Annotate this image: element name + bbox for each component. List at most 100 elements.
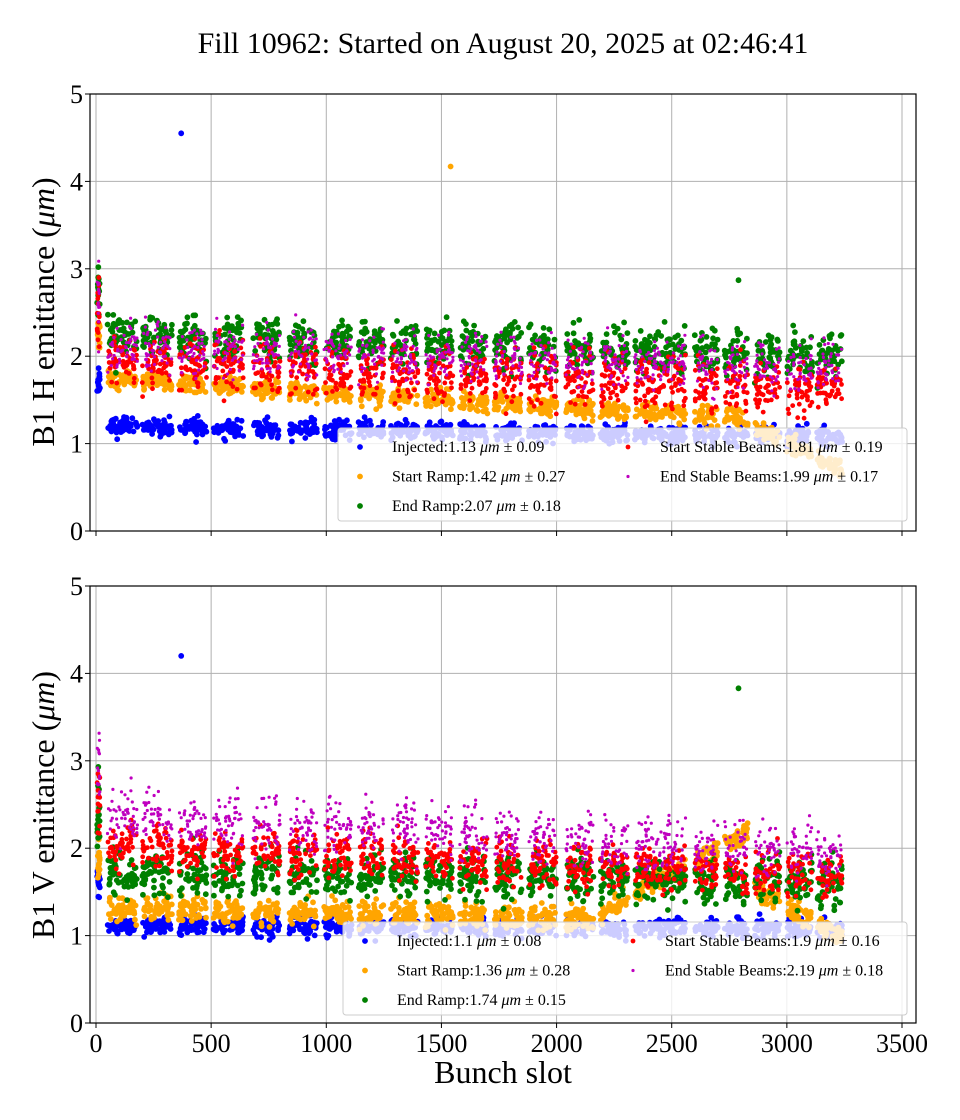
- data-point: [303, 343, 308, 347]
- data-point: [501, 335, 508, 342]
- data-point: [363, 355, 368, 359]
- data-point: [511, 319, 518, 325]
- data-point: [252, 359, 257, 363]
- data-point: [702, 349, 709, 356]
- data-point: [758, 360, 763, 366]
- data-point: [438, 418, 445, 425]
- data-point: [221, 359, 225, 363]
- data-point: [573, 411, 580, 418]
- data-point: [538, 353, 542, 357]
- data-point: [553, 378, 559, 384]
- data-point: [213, 349, 217, 353]
- data-point: [547, 351, 551, 355]
- data-point: [202, 356, 206, 360]
- data-point: [470, 362, 474, 366]
- data-point: [166, 413, 173, 420]
- data-point: [168, 347, 172, 351]
- data-point: [462, 395, 468, 402]
- data-point: [114, 380, 120, 386]
- data-point: [391, 354, 395, 358]
- data-point: [650, 377, 655, 381]
- data-point: [531, 403, 537, 409]
- data-point: [200, 338, 204, 342]
- data-point: [773, 367, 777, 371]
- data-point: [681, 388, 687, 394]
- data-point: [634, 367, 638, 372]
- data-point: [495, 350, 499, 354]
- data-point: [180, 335, 184, 339]
- data-point: [683, 333, 687, 337]
- data-point: [474, 408, 481, 414]
- data-point: [788, 372, 792, 376]
- data-point: [728, 355, 732, 359]
- data-point: [434, 387, 440, 393]
- data-point: [296, 425, 302, 432]
- data-point: [156, 345, 160, 349]
- data-point: [612, 383, 616, 387]
- data-point: [661, 384, 667, 389]
- data-point: [331, 365, 335, 370]
- data-point: [529, 400, 534, 405]
- data-point: [358, 403, 365, 410]
- data-point: [797, 367, 803, 372]
- data-point: [469, 371, 473, 375]
- data-point: [632, 338, 639, 344]
- data-point: [786, 359, 791, 363]
- data-point: [764, 364, 769, 368]
- data-point: [730, 363, 734, 367]
- data-point: [215, 333, 219, 338]
- data-point: [265, 320, 269, 325]
- data-point: [678, 383, 682, 387]
- data-point: [415, 380, 419, 384]
- data-point: [407, 394, 412, 400]
- data-point: [676, 420, 683, 427]
- data-point: [503, 326, 509, 333]
- data-point: [150, 386, 155, 392]
- data-point: [260, 361, 264, 365]
- data-point: [398, 422, 404, 428]
- data-point: [312, 387, 318, 393]
- data-point: [713, 373, 719, 379]
- data-point: [267, 353, 271, 357]
- data-point: [803, 420, 810, 427]
- data-point: [696, 361, 701, 365]
- data-point: [804, 389, 810, 394]
- data-point: [119, 349, 123, 353]
- data-point: [381, 370, 386, 376]
- data-point: [267, 377, 273, 383]
- data-point: [125, 359, 131, 365]
- data-point: [360, 338, 365, 342]
- data-point: [264, 337, 268, 341]
- data-point: [372, 335, 376, 339]
- data-point: [681, 374, 685, 378]
- data-point: [482, 368, 486, 372]
- data-point: [564, 365, 569, 369]
- data-point: [131, 375, 137, 381]
- data-point: [614, 392, 620, 398]
- data-point: [825, 346, 832, 352]
- data-point: [294, 345, 298, 349]
- data-point: [588, 351, 593, 355]
- data-point: [126, 371, 132, 376]
- data-point: [599, 372, 605, 378]
- data-point: [178, 365, 184, 371]
- data-point: [741, 389, 747, 395]
- data-point: [580, 363, 584, 367]
- data-point: [670, 377, 674, 381]
- data-point: [623, 379, 628, 383]
- data-point: [471, 322, 477, 329]
- data-point: [194, 413, 201, 419]
- data-point: [572, 367, 577, 371]
- data-point: [402, 339, 406, 343]
- data-point: [774, 377, 778, 382]
- data-point: [363, 418, 370, 425]
- data-point: [617, 382, 621, 386]
- data-point: [643, 376, 647, 380]
- data-point: [758, 373, 762, 377]
- data-point: [615, 397, 621, 403]
- data-point: [195, 384, 201, 390]
- data-point: [494, 362, 498, 366]
- data-point: [224, 364, 230, 369]
- data-point: [681, 360, 685, 364]
